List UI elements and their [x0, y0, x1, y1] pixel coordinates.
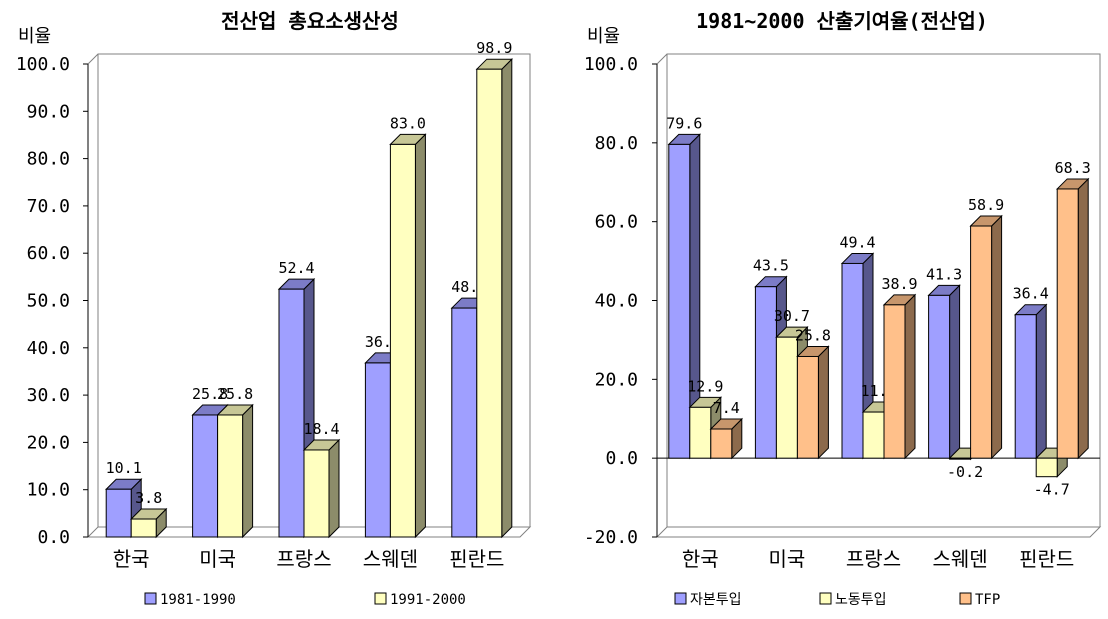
bar [389, 133, 427, 539]
legend-swatch [819, 592, 832, 605]
x-tick-label: 미국 [199, 547, 236, 571]
data-label: 25.8 [795, 326, 831, 344]
y-tick-label: 20.0 [595, 369, 638, 390]
bar [216, 403, 254, 539]
chart-title: 1981~2000 산출기여율(전산업) [696, 9, 988, 33]
data-label: 30.7 [774, 307, 810, 325]
data-label: 36.4 [1013, 285, 1049, 303]
legend-item: 노동투입 [819, 592, 887, 608]
data-label: 83.0 [390, 114, 426, 132]
data-label: -0.2 [947, 463, 983, 481]
legend-label: 1981-1990 [160, 592, 236, 608]
data-label: -4.7 [1034, 481, 1070, 499]
x-tick-label: 프랑스 [846, 547, 901, 571]
legend-swatch [674, 592, 687, 605]
x-tick-label: 미국 [768, 547, 805, 571]
y-axis-label: 비율 [587, 26, 620, 47]
y-tick-label: -20.0 [584, 527, 638, 548]
y-tick-label: 80.0 [595, 133, 638, 154]
y-tick-label: 90.0 [27, 101, 70, 122]
data-label: 68.3 [1055, 159, 1091, 177]
data-label: 10.1 [106, 459, 142, 477]
x-tick-label: 프랑스 [276, 547, 331, 571]
y-tick-label: 100.0 [584, 54, 638, 75]
y-tick-label: 70.0 [27, 196, 70, 217]
data-label: 3.8 [135, 489, 162, 507]
bar [302, 438, 341, 539]
x-tick-label: 한국 [113, 547, 150, 571]
x-tick-label: 핀란드 [449, 547, 504, 571]
legend-swatch [374, 592, 387, 605]
y-tick-label: 0.0 [37, 527, 70, 548]
x-tick-label: 스웨덴 [932, 547, 987, 571]
y-axis-label: 비율 [18, 26, 51, 47]
y-tick-label: 60.0 [27, 243, 70, 264]
legend-item: TFP [959, 592, 1000, 608]
bar [796, 345, 830, 460]
y-tick-label: 30.0 [27, 385, 70, 406]
y-tick-label: 20.0 [27, 432, 70, 453]
x-tick-label: 핀란드 [1019, 547, 1074, 571]
legend-label: 자본투입 [690, 592, 742, 608]
y-tick-label: 40.0 [595, 291, 638, 312]
y-tick-label: 80.0 [27, 149, 70, 170]
bar [129, 507, 168, 539]
legend-item: 1991-2000 [374, 592, 466, 608]
data-label: 41.3 [926, 265, 962, 283]
legend-swatch [144, 592, 157, 605]
chart-title: 전산업 총요소생산성 [221, 9, 399, 33]
data-label: 25.8 [192, 385, 228, 403]
bar [1013, 303, 1048, 460]
data-label: 12.9 [687, 377, 723, 395]
plot-frame [86, 53, 532, 538]
legend-swatch [959, 592, 972, 605]
legend-label: 1991-2000 [390, 592, 466, 608]
bar [475, 57, 514, 539]
legend-label: TFP [975, 592, 1000, 608]
data-label: 7.4 [713, 399, 740, 417]
data-label: 25.8 [217, 385, 253, 403]
data-label: 18.4 [303, 420, 339, 438]
x-tick-label: 스웨덴 [363, 547, 418, 571]
bar [667, 133, 702, 460]
data-label: 49.4 [839, 233, 875, 251]
y-tick-label: 0.0 [605, 448, 638, 469]
legend-item: 자본투입 [674, 592, 742, 608]
y-tick-label: 10.0 [27, 480, 70, 501]
bar [1055, 177, 1090, 460]
data-label: 52.4 [278, 259, 314, 277]
data-label: 43.5 [753, 257, 789, 275]
bar [709, 417, 744, 460]
data-label: 79.6 [666, 114, 702, 132]
y-tick-label: 100.0 [16, 54, 70, 75]
bar [927, 284, 961, 460]
chart-tfp: 전산업 총요소생산성 비율 0.0 10.0 20.0 30.0 40.0 50.0 60.… [16, 9, 532, 608]
data-label: 38.9 [881, 275, 917, 293]
legend-item: 1981-1990 [144, 592, 236, 608]
y-tick-label: 60.0 [595, 212, 638, 233]
bar [969, 214, 1003, 460]
legend-label: 노동투입 [835, 592, 887, 608]
y-tick-label: 50.0 [27, 291, 70, 312]
data-label: 98.9 [476, 39, 512, 57]
y-tick-label: 40.0 [27, 338, 70, 359]
chart-contribution: 1981~2000 산출기여율(전산업) 비율 -20.0 0.0 20.0 40.0… [584, 9, 1102, 608]
bar [882, 293, 917, 460]
data-label: 58.9 [968, 196, 1004, 214]
x-tick-label: 한국 [682, 547, 719, 571]
